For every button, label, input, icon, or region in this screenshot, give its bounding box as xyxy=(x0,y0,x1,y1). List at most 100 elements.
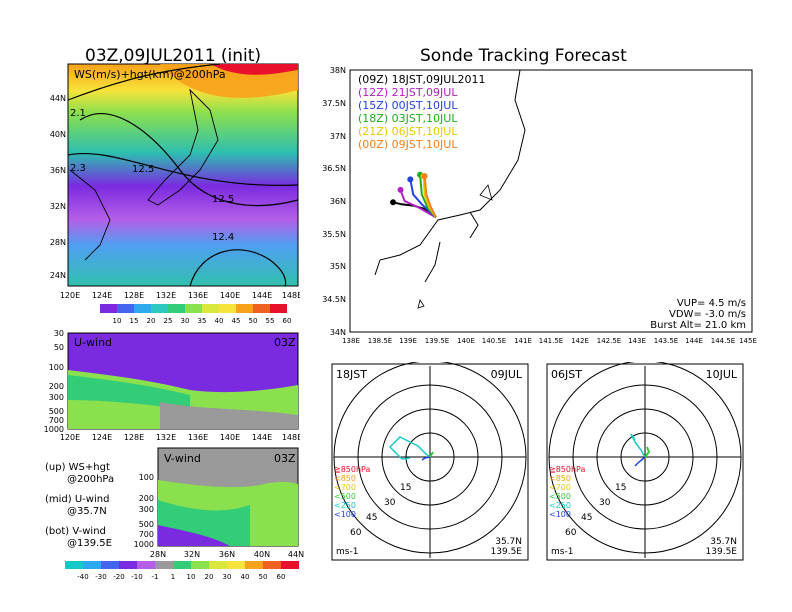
colorbar-tick: -40 xyxy=(77,573,88,581)
lon-tick: 145E xyxy=(739,337,757,345)
level-legend: <500 xyxy=(334,492,356,501)
launch-legend: (09Z) 18JST,09JUL2011 (12Z) 21JST,09JUL … xyxy=(358,73,485,151)
contour-12-4 xyxy=(189,249,287,287)
lon-tick: 140E xyxy=(220,291,240,300)
lon-tick: 139.5E xyxy=(425,337,449,345)
lat-tick: 34N xyxy=(330,328,346,337)
map-frame xyxy=(67,63,299,287)
level-legend: <100 xyxy=(549,510,571,519)
lon-tick: 139E xyxy=(399,337,417,345)
u-wind-gray xyxy=(160,402,298,429)
contour-label: 12.4 xyxy=(212,232,234,243)
colorbar-tick: 50 xyxy=(249,317,258,325)
colorbar-tick: 25 xyxy=(164,317,173,325)
lat-tick: 38N xyxy=(330,66,346,75)
colorbar-tick: -20 xyxy=(113,573,124,581)
lon-tick: 144.5E xyxy=(711,337,735,345)
lon-tick: 120E xyxy=(60,433,80,442)
jet-core xyxy=(210,64,298,75)
pressure-tick: 700 xyxy=(49,416,64,425)
v-wind-purple xyxy=(158,525,230,546)
note-line: @200hPa xyxy=(67,474,115,485)
contour-12-5 xyxy=(79,113,299,207)
lon-tick: 124E xyxy=(92,433,112,442)
level-legend: <850 xyxy=(549,474,571,483)
ring-label: 15 xyxy=(615,483,626,493)
pressure-tick: 200 xyxy=(139,494,154,503)
ring-label: 60 xyxy=(565,528,577,538)
launch-entry: (21Z) 06JST,10JUL xyxy=(358,125,458,138)
hodo-date: 09JUL xyxy=(491,368,523,381)
hodo-lon: 139.5E xyxy=(706,547,738,557)
colorbar-tick: 40 xyxy=(215,317,224,325)
right-title: Sonde Tracking Forecast xyxy=(420,46,627,66)
hodograph-2: 06JST 10JUL 15 30 45 60 ≧850hPa <850 <70… xyxy=(546,362,744,561)
colorbar-tick: 45 xyxy=(232,317,241,325)
lon-tick: 132E xyxy=(156,291,176,300)
contour-top xyxy=(67,63,221,101)
hodograph-1: 18JST 09JUL 15 30 45 60 ≧850hPa <850 <70… xyxy=(331,362,529,561)
colorbar-tick: 30 xyxy=(223,573,232,581)
japan-coast xyxy=(374,69,526,283)
lon-tick: 128E xyxy=(124,291,144,300)
contour-label: 12.5 xyxy=(212,194,234,205)
colorbar-bottom: -40 -30 -20 -10 -1 1 10 20 30 40 50 60 xyxy=(65,561,299,581)
lon-tick: 144E xyxy=(252,433,272,442)
lon-tick: 144E xyxy=(252,291,272,300)
landing-point xyxy=(397,186,404,193)
level-legend: <700 xyxy=(549,483,571,492)
launch-entry: (18Z) 03JST,10JUL xyxy=(358,112,458,125)
ring-label: 15 xyxy=(400,483,411,493)
lon-tick: 148E xyxy=(282,433,300,442)
china-coast xyxy=(69,169,111,261)
ring-label: 30 xyxy=(599,498,611,508)
colorbar-tick: 55 xyxy=(266,317,275,325)
contour-label: 2.1 xyxy=(70,108,86,119)
lon-tick: 140.5E xyxy=(482,337,506,345)
pressure-tick: 200 xyxy=(49,382,64,391)
lon-tick: 124E xyxy=(92,291,112,300)
colorbar-tick: 60 xyxy=(283,317,292,325)
lon-tick: 138.5E xyxy=(368,337,392,345)
colorbar-tick: 60 xyxy=(277,573,286,581)
landing-point xyxy=(390,199,397,206)
hodo-date: 10JUL xyxy=(706,368,738,381)
lat-tick: 32N xyxy=(50,202,66,211)
jet-band xyxy=(160,64,298,98)
lat-tick: 36.5N xyxy=(322,164,346,173)
v-panel-time: 03Z xyxy=(274,452,296,465)
contour-label: 12.5 xyxy=(132,164,154,175)
track-line xyxy=(409,179,437,219)
note-line: (up) WS+hgt xyxy=(45,462,110,473)
lat-tick: 37.5N xyxy=(322,99,346,108)
ring-label: 45 xyxy=(366,513,377,523)
launch-entry: (09Z) 18JST,09JUL2011 xyxy=(358,73,485,86)
u-wind-band xyxy=(68,375,190,410)
pressure-tick: 100 xyxy=(49,363,64,372)
sonde-tracks xyxy=(390,171,437,219)
lat-tick: 24N xyxy=(50,271,66,280)
colorbar-tick: 50 xyxy=(259,573,268,581)
pressure-tick: 300 xyxy=(49,393,64,402)
pressure-tick: 1000 xyxy=(44,425,64,434)
colorbar-tick: 10 xyxy=(187,573,196,581)
left-title: 03Z,09JUL2011 (init) xyxy=(85,46,262,66)
lat-tick: 36N xyxy=(219,550,235,559)
lon-tick: 142.5E xyxy=(597,337,621,345)
colorbar-tick: 20 xyxy=(205,573,214,581)
hodo-time: 18JST xyxy=(336,368,367,381)
lat-tick: 44N xyxy=(50,94,66,103)
pressure-tick: 300 xyxy=(139,505,154,514)
lat-tick: 35N xyxy=(330,262,346,271)
vdw-value: VDW= -3.0 m/s xyxy=(669,309,746,320)
lon-tick: 141E xyxy=(514,337,532,345)
lon-tick: 143.5E xyxy=(654,337,678,345)
lon-tick: 140E xyxy=(220,433,240,442)
track-map: (09Z) 18JST,09JUL2011 (12Z) 21JST,09JUL … xyxy=(322,66,757,345)
track-line xyxy=(399,189,437,219)
lat-tick: 28N xyxy=(150,550,166,559)
colorbar-tick: 35 xyxy=(198,317,207,325)
lon-tick: 143E xyxy=(628,337,646,345)
colorbar-tick: 10 xyxy=(113,317,122,325)
hodo-unit: ms-1 xyxy=(551,547,573,557)
